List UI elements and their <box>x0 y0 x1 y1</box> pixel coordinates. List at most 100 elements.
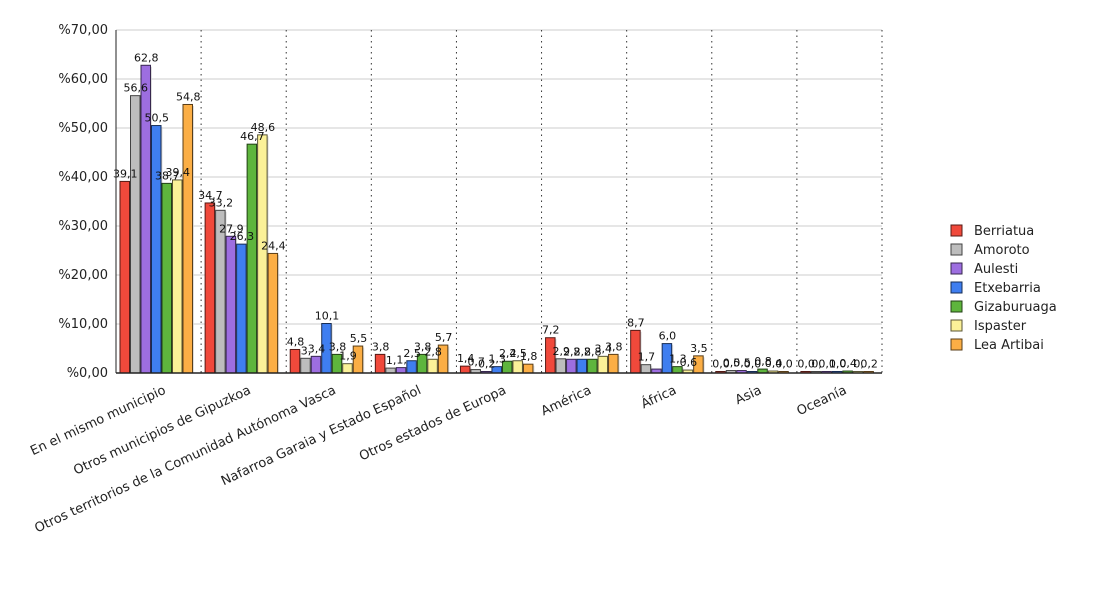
data-label: 3, <box>301 344 312 357</box>
bar <box>246 143 258 374</box>
bar <box>267 252 279 374</box>
bar <box>522 363 534 374</box>
bars <box>119 64 874 374</box>
bar <box>172 179 183 374</box>
y-tick-label: %20,00 <box>58 268 108 283</box>
data-label: 2,8 <box>574 345 592 358</box>
data-label: 7,2 <box>542 324 560 337</box>
data-label: 1,3 <box>669 353 687 366</box>
data-label: 0,4 <box>765 357 783 370</box>
data-label: 0,4 <box>839 357 857 370</box>
data-label: 3,4 <box>308 342 326 355</box>
data-label: 8,7 <box>627 316 645 329</box>
legend-swatch <box>950 243 963 256</box>
legend-label: Ispaster <box>974 319 1027 334</box>
data-label: 2,8 <box>584 345 602 358</box>
data-label: 4,8 <box>287 335 305 348</box>
legend-label: Amoroto <box>974 243 1030 258</box>
legend-swatch <box>950 281 963 294</box>
data-label: 34,7 <box>198 189 223 202</box>
data-label: 0,5 <box>733 357 751 370</box>
data-label: 56,6 <box>124 82 149 95</box>
data-label: 24,4 <box>261 239 286 252</box>
data-label: 3,8 <box>372 340 390 353</box>
bar <box>257 134 268 374</box>
bar <box>182 103 193 374</box>
data-label: 3,8 <box>414 340 432 353</box>
legend-label: Etxebarria <box>974 281 1041 296</box>
data-label: 2,8 <box>563 345 581 358</box>
x-tick-label: Otros territorios de la Comunidad Autóno… <box>32 383 338 536</box>
bar <box>395 367 407 374</box>
data-label: 62,8 <box>134 51 159 64</box>
bar <box>587 358 598 374</box>
bar <box>300 357 311 374</box>
data-labels: 39,1 56,6 62,8 50,5 38,739,4 54,8 34,733,2 27,9… <box>113 51 878 370</box>
bar <box>310 355 322 374</box>
bar <box>342 363 353 374</box>
data-label: 0,0 <box>744 358 762 371</box>
data-label: 2,4 <box>499 347 517 360</box>
data-label: 1,4 <box>457 352 475 365</box>
data-label: 3,4 <box>595 342 613 355</box>
data-label: 3,8 <box>329 340 347 353</box>
data-label: 3,5 <box>690 342 708 355</box>
x-tick-label: África <box>639 382 679 412</box>
data-label: 2,5 <box>509 347 527 360</box>
bar <box>225 235 237 374</box>
bar <box>608 353 619 374</box>
data-label: 1,9 <box>339 350 357 363</box>
data-label: 2,5 <box>403 347 421 360</box>
y-tick-label: %50,00 <box>58 121 108 136</box>
y-tick-label: %40,00 <box>58 170 108 185</box>
bar <box>236 243 247 374</box>
data-label: 1,3 <box>488 353 506 366</box>
data-label: 54,8 <box>176 90 201 103</box>
x-tick-label: Oceanía <box>795 383 850 419</box>
bar <box>406 360 417 374</box>
bar <box>597 355 609 374</box>
y-tick-label: %10,00 <box>58 317 108 332</box>
data-label: 5,5 <box>350 332 368 345</box>
data-label: 0,0 <box>775 358 793 371</box>
bar <box>289 348 301 374</box>
data-label: 0,0 <box>712 358 730 371</box>
bar <box>555 358 567 374</box>
data-label: 10,1 <box>315 310 340 323</box>
data-label: 26,3 <box>230 230 255 243</box>
data-label: 2,9 <box>553 345 571 358</box>
bar <box>161 182 172 374</box>
data-label: 27,9 <box>219 222 244 235</box>
data-label: 48,6 <box>251 121 276 134</box>
data-label: 0,2 <box>860 358 878 371</box>
legend-label: Gizaburuaga <box>974 300 1057 315</box>
data-label: 38,7 <box>155 169 180 182</box>
legend-swatch <box>950 224 963 237</box>
data-label: 3,8 <box>605 340 623 353</box>
data-label: 33,2 <box>209 196 234 209</box>
data-label: 0,6 <box>680 356 698 369</box>
data-label: 1, <box>396 354 407 367</box>
data-label: 46,7 <box>240 130 265 143</box>
x-tick-label: En el mismo municipio <box>28 383 168 459</box>
x-tick-label: Asia <box>733 383 764 408</box>
bar <box>151 125 162 374</box>
data-label: 39,4 <box>166 166 191 179</box>
data-label: 0,0 <box>829 358 847 371</box>
data-label: 0,7 <box>467 356 485 369</box>
data-label: 2,8 <box>424 345 442 358</box>
bar <box>640 364 652 374</box>
y-tick-label: %0,00 <box>67 366 108 381</box>
bar <box>427 358 438 374</box>
data-label: 1, <box>386 354 397 367</box>
x-tick-label: Otros estados de Europa <box>357 383 509 464</box>
legend-swatch <box>950 338 963 351</box>
data-label: 0,2 <box>478 358 496 371</box>
bar <box>130 95 141 374</box>
data-label: 39,1 <box>113 167 138 180</box>
legend-label: Lea Artibai <box>974 338 1044 353</box>
y-tick-label: %60,00 <box>58 72 108 87</box>
data-label: 0,0 <box>797 358 815 371</box>
data-label: 50,5 <box>145 112 170 125</box>
